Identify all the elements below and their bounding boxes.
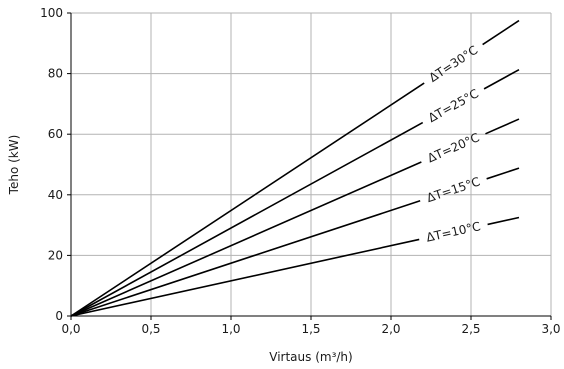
y-axis-title: Teho (kW) xyxy=(7,135,21,196)
x-tick-label: 0,5 xyxy=(141,322,160,336)
series-1: ΔT=15°C xyxy=(70,167,520,317)
y-tick-label: 80 xyxy=(48,67,63,81)
series-0: ΔT=10°C xyxy=(70,216,520,317)
y-tick-label: 20 xyxy=(48,248,63,262)
axes xyxy=(67,12,552,320)
x-tick-label: 1,5 xyxy=(301,322,320,336)
series-label: ΔT=15°C xyxy=(425,174,482,205)
series-label: ΔT=20°C xyxy=(425,130,481,165)
series-group: ΔT=10°C ΔT=15°C ΔT=20°C ΔT=25°CΔT=30°C xyxy=(70,19,520,317)
series-line-segment xyxy=(485,118,520,135)
series-line-segment xyxy=(70,82,425,317)
x-tick-labels: 0,0 0,5 1,0 1,5 2,0 2,5 3,0 xyxy=(61,322,560,336)
series-label: ΔT=30°C xyxy=(426,43,480,85)
series-line-segment xyxy=(70,199,421,317)
x-tick-label: 2,5 xyxy=(461,322,480,336)
y-tick-label: 60 xyxy=(48,127,63,141)
series-line-segment xyxy=(483,68,520,90)
series-line-segment xyxy=(487,216,520,226)
series-line-segment xyxy=(70,161,422,317)
series-line-segment xyxy=(70,121,424,317)
series-line-segment xyxy=(70,238,420,317)
grid xyxy=(70,12,552,317)
series-line-segment xyxy=(486,167,520,180)
series-label: ΔT=25°C xyxy=(426,86,481,125)
y-tick-label: 0 xyxy=(55,309,63,323)
x-tick-label: 1,0 xyxy=(221,322,240,336)
x-tick-label: 0,0 xyxy=(61,322,80,336)
series-line-segment xyxy=(482,19,520,46)
x-tick-label: 3,0 xyxy=(541,322,560,336)
series-label: ΔT=10°C xyxy=(425,219,482,245)
y-tick-labels: 0 20 40 60 80 100 xyxy=(40,6,63,323)
series-4: ΔT=30°C xyxy=(70,19,520,317)
x-axis-title: Virtaus (m³/h) xyxy=(269,350,352,364)
x-tick-label: 2,0 xyxy=(381,322,400,336)
y-tick-label: 40 xyxy=(48,188,63,202)
series-2: ΔT=20°C xyxy=(70,118,520,317)
y-tick-label: 100 xyxy=(40,6,63,20)
